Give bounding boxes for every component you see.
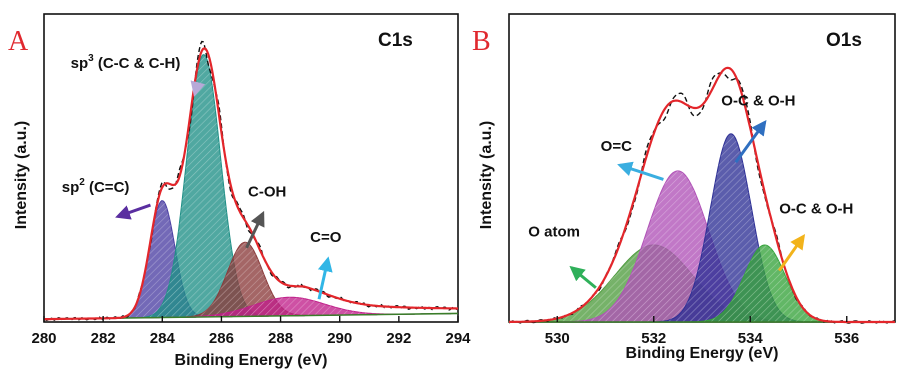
annotation-arrow: [245, 210, 265, 249]
x-tick-label: 292: [386, 330, 411, 347]
annotation-label: sp3 (C-C & C-H): [71, 53, 181, 72]
component-hatch-3: [44, 297, 458, 320]
panel-b: O=C O atom O-C & O-H O-C & O-H 530 532 534 536…: [472, 13, 896, 362]
annotation-label: O atom: [528, 223, 580, 240]
x-axis-label: Binding Energy (eV): [626, 345, 779, 362]
plot-frame: [43, 13, 459, 323]
x-tick-label: 536: [834, 330, 859, 347]
x-tick-label: 532: [641, 330, 666, 347]
envelope-curve: [509, 66, 895, 324]
annotation-arrow: [777, 233, 806, 272]
annotation-label: O=C: [601, 138, 632, 155]
annotation-arrow: [734, 119, 767, 164]
component-hatch-0: [509, 245, 895, 322]
annotation-arrow: [115, 203, 151, 220]
panel-title: O1s: [826, 30, 862, 51]
annotation-arrow: [617, 161, 664, 181]
x-tick-label: 534: [738, 330, 764, 347]
panel-letter: B: [472, 26, 491, 57]
panel-title: C1s: [378, 30, 413, 51]
x-axis-label: Binding Energy (eV): [175, 352, 328, 369]
x-tick-label: 288: [268, 330, 293, 347]
envelope-curve: [44, 47, 458, 321]
x-tick-label: 290: [327, 330, 352, 347]
x-tick-label: 280: [31, 330, 56, 347]
panel-a: sp3 (C-C & C-H) sp2 (C=C) C-OH C=O 280 282 28…: [8, 13, 471, 369]
annotation-label: O-C & O-H: [721, 92, 795, 109]
x-tick-label: 282: [91, 330, 116, 347]
x-tick-label: 286: [209, 330, 234, 347]
x-tick-label: 530: [545, 330, 570, 347]
annotation-arrow: [569, 265, 597, 289]
y-axis-label: Intensity (a.u.): [478, 121, 495, 229]
component-hatch-0: [44, 200, 458, 320]
component-hatch-1: [509, 170, 895, 322]
annotation-label: O-C & O-H: [779, 201, 853, 218]
annotation-label: sp2 (C=C): [62, 177, 130, 196]
panel-letter: A: [8, 26, 29, 57]
annotation-arrow: [190, 80, 206, 97]
annotation-arrow: [317, 256, 333, 300]
x-tick-label: 294: [445, 330, 471, 347]
component-hatch-2: [509, 133, 895, 322]
component-hatch-2: [44, 242, 458, 320]
annotation-label: C-OH: [248, 184, 286, 201]
y-axis-label: Intensity (a.u.): [13, 121, 30, 229]
x-tick-label: 284: [150, 330, 176, 347]
annotation-label: C=O: [310, 229, 342, 246]
